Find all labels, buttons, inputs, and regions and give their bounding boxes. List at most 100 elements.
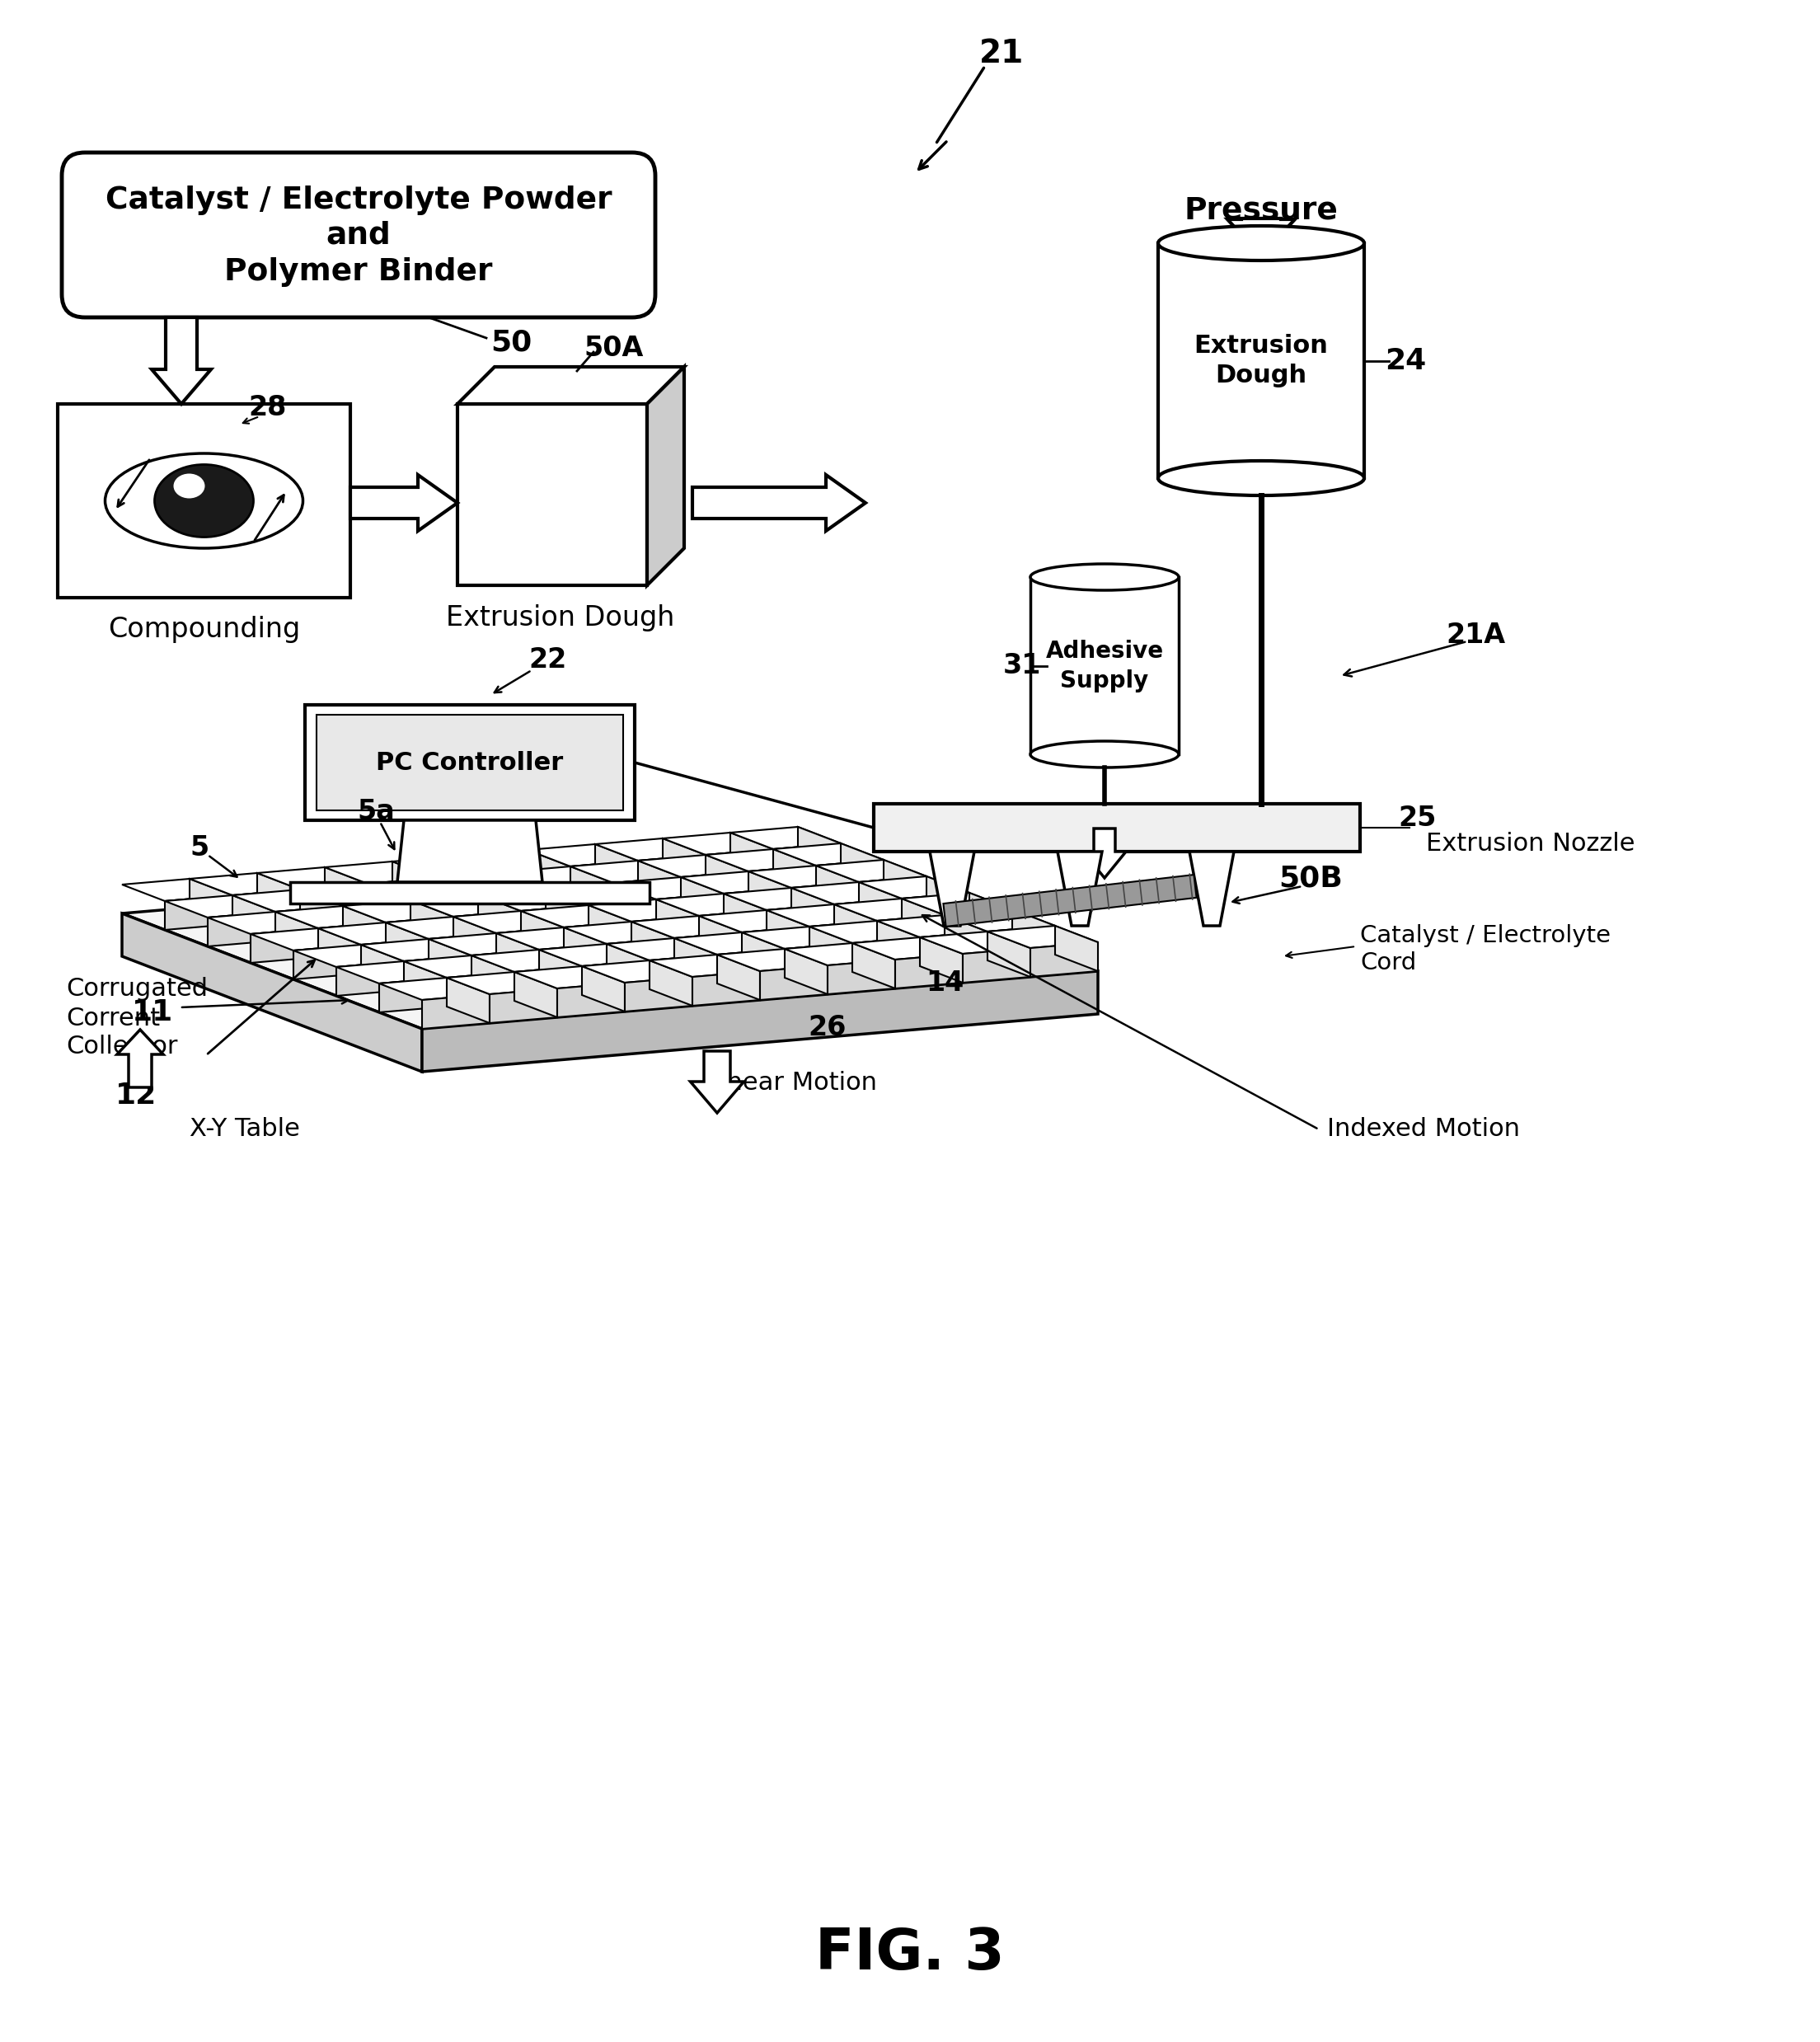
Polygon shape [673, 937, 717, 984]
Polygon shape [453, 911, 521, 945]
Text: Extrusion Nozzle: Extrusion Nozzle [1427, 833, 1634, 856]
Polygon shape [834, 898, 901, 933]
Polygon shape [337, 962, 404, 996]
Polygon shape [446, 972, 557, 994]
Polygon shape [446, 972, 515, 1007]
Polygon shape [411, 894, 479, 929]
Polygon shape [724, 888, 792, 923]
Bar [58, 404, 349, 598]
Polygon shape [945, 909, 1056, 931]
Polygon shape [632, 921, 673, 968]
Polygon shape [368, 878, 479, 901]
Polygon shape [699, 911, 766, 945]
Polygon shape [926, 876, 970, 921]
Polygon shape [570, 866, 613, 913]
Ellipse shape [106, 453, 302, 547]
Polygon shape [1083, 829, 1127, 878]
Polygon shape [724, 888, 834, 911]
Polygon shape [435, 872, 502, 907]
Polygon shape [275, 907, 342, 941]
Text: Indexed Motion: Indexed Motion [1327, 1117, 1520, 1141]
Polygon shape [453, 911, 564, 933]
Polygon shape [207, 913, 318, 933]
Polygon shape [349, 476, 457, 531]
Polygon shape [116, 1029, 164, 1086]
Polygon shape [497, 933, 539, 978]
Polygon shape [300, 884, 368, 919]
Polygon shape [748, 866, 859, 888]
Polygon shape [650, 956, 717, 988]
Polygon shape [681, 872, 748, 907]
Polygon shape [943, 874, 1196, 927]
Polygon shape [815, 860, 926, 882]
Polygon shape [582, 960, 692, 982]
Polygon shape [1227, 218, 1296, 255]
Polygon shape [457, 368, 684, 404]
Polygon shape [453, 917, 497, 962]
Polygon shape [730, 833, 774, 878]
Polygon shape [692, 476, 866, 531]
Polygon shape [885, 860, 926, 905]
Text: Extrusion: Extrusion [1194, 335, 1329, 357]
Polygon shape [497, 927, 564, 962]
Polygon shape [901, 892, 1012, 915]
Polygon shape [324, 868, 368, 913]
Polygon shape [632, 917, 699, 950]
Text: 26: 26 [808, 1013, 846, 1041]
Polygon shape [657, 894, 766, 917]
Text: Supply: Supply [1061, 670, 1148, 692]
Polygon shape [681, 878, 724, 923]
Bar [1158, 243, 1365, 478]
Polygon shape [521, 905, 632, 927]
Polygon shape [859, 876, 970, 898]
Ellipse shape [1030, 741, 1179, 768]
Polygon shape [479, 888, 546, 923]
Polygon shape [275, 907, 386, 929]
Polygon shape [166, 894, 233, 929]
Polygon shape [859, 876, 926, 911]
Polygon shape [852, 943, 895, 988]
Text: 50A: 50A [584, 335, 644, 361]
Polygon shape [422, 994, 490, 1029]
Text: 25: 25 [1398, 805, 1436, 831]
Polygon shape [963, 947, 1030, 982]
Polygon shape [919, 937, 963, 982]
Polygon shape [386, 923, 430, 968]
Polygon shape [342, 901, 453, 923]
Ellipse shape [155, 464, 253, 537]
Polygon shape [815, 866, 859, 911]
Polygon shape [368, 878, 435, 913]
Polygon shape [337, 962, 446, 984]
Text: 50: 50 [490, 329, 531, 355]
Polygon shape [657, 898, 699, 945]
Text: Linear Motion: Linear Motion [706, 1070, 877, 1095]
Polygon shape [988, 931, 1030, 976]
Polygon shape [360, 939, 430, 974]
Polygon shape [546, 888, 588, 933]
Text: 12: 12 [115, 1082, 157, 1109]
Polygon shape [639, 856, 748, 878]
Text: Corrugated: Corrugated [66, 978, 207, 1001]
Polygon shape [588, 898, 657, 933]
Polygon shape [386, 917, 497, 939]
Bar [874, 805, 1360, 852]
Polygon shape [792, 888, 834, 933]
Polygon shape [662, 839, 706, 884]
Polygon shape [1057, 852, 1103, 925]
Polygon shape [502, 872, 546, 917]
Polygon shape [570, 860, 681, 882]
Polygon shape [471, 956, 515, 1001]
Polygon shape [386, 917, 453, 952]
Polygon shape [706, 856, 748, 901]
Polygon shape [379, 978, 446, 1013]
Polygon shape [275, 913, 318, 958]
Text: Pressure: Pressure [1185, 196, 1338, 225]
Polygon shape [342, 901, 411, 935]
Polygon shape [639, 856, 706, 890]
Polygon shape [318, 923, 430, 945]
Polygon shape [251, 929, 318, 964]
Polygon shape [404, 962, 446, 1007]
Polygon shape [834, 898, 945, 921]
Polygon shape [515, 966, 582, 1001]
Polygon shape [901, 898, 945, 943]
